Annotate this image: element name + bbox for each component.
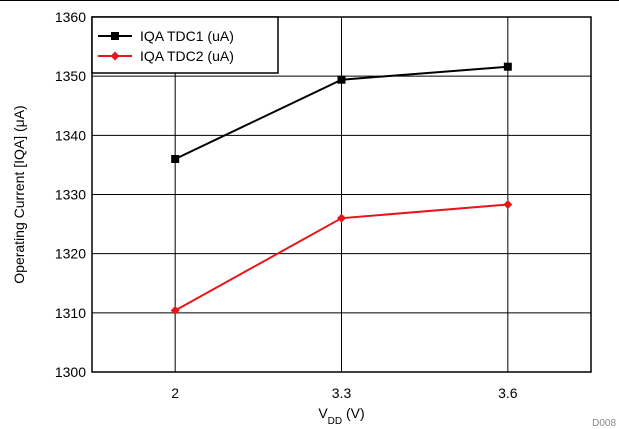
series-2-point-2 [170, 305, 180, 315]
y-tick-label-1310: 1310 [55, 305, 86, 321]
legend-marker-2 [110, 51, 120, 61]
top-rule [0, 0, 619, 1]
x-tick-label-2: 2 [171, 385, 179, 401]
y-tick-label-1320: 1320 [55, 246, 86, 262]
x-axis-title: VDD (V) [318, 405, 364, 427]
legend-box [91, 16, 279, 74]
x-axis-title-unit: (V) [342, 405, 365, 421]
plot-frame [91, 16, 592, 373]
y-tick-label-1360: 1360 [55, 9, 86, 25]
legend-label-2: IQA TDC2 (uA) [140, 48, 234, 64]
legend-label-1: IQA TDC1 (uA) [140, 28, 234, 44]
legend-marker-1 [111, 32, 119, 40]
series-layer [170, 62, 513, 315]
series-2-point-3.6 [503, 200, 513, 210]
tick-labels: 1300 1310 1320 1330 1340 1350 1360 2 3.3 3.6 [55, 9, 518, 401]
x-tick-label-3.3: 3.3 [332, 385, 352, 401]
series-1-point-3.6 [503, 62, 512, 71]
x-tick-label-3.6: 3.6 [498, 385, 518, 401]
series-1-point-3.3 [337, 75, 346, 84]
y-tick-label-1350: 1350 [55, 68, 86, 84]
x-axis-title-subscript: DD [328, 416, 342, 427]
series-1-point-2 [171, 155, 180, 163]
y-tick-label-1340: 1340 [55, 127, 86, 143]
series-2-point-3.3 [337, 213, 346, 223]
legend: IQA TDC1 (uA) IQA TDC2 (uA) [91, 16, 279, 74]
y-axis-title: Operating Current [IQA] (μA) [11, 105, 27, 283]
y-tick-label-1330: 1330 [55, 187, 86, 203]
figure-id-footnote: D008 [592, 418, 616, 429]
x-axis-title-main: V [318, 405, 328, 421]
y-tick-label-1300: 1300 [55, 364, 86, 380]
